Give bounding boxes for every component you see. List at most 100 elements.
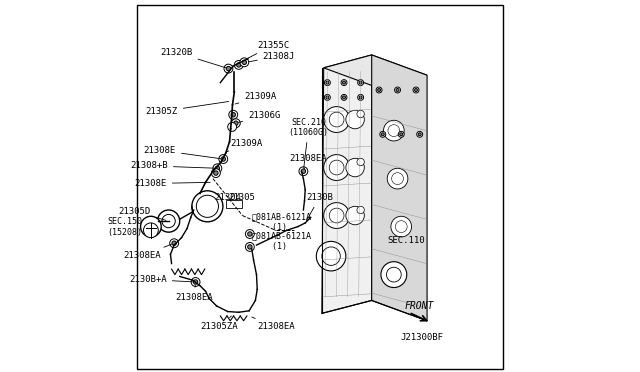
Text: 21306G: 21306G xyxy=(239,111,280,122)
Circle shape xyxy=(228,122,237,131)
Circle shape xyxy=(248,232,252,236)
Circle shape xyxy=(346,206,364,225)
Circle shape xyxy=(213,164,222,173)
Circle shape xyxy=(172,241,177,246)
Circle shape xyxy=(359,81,362,84)
Circle shape xyxy=(324,107,349,132)
Polygon shape xyxy=(322,55,372,313)
Circle shape xyxy=(378,89,381,92)
Circle shape xyxy=(242,60,246,64)
Circle shape xyxy=(329,208,344,223)
Circle shape xyxy=(232,119,240,128)
Circle shape xyxy=(299,167,308,176)
Circle shape xyxy=(359,96,362,99)
Circle shape xyxy=(326,96,329,99)
Text: 21305D: 21305D xyxy=(118,207,166,220)
Circle shape xyxy=(170,239,179,248)
Circle shape xyxy=(322,247,340,265)
Circle shape xyxy=(357,110,364,118)
Text: 21308EA: 21308EA xyxy=(290,154,327,169)
Text: SEC.150
(15208): SEC.150 (15208) xyxy=(107,217,148,237)
Text: ⒱081AB-6121A
    (1): ⒱081AB-6121A (1) xyxy=(252,231,312,251)
Circle shape xyxy=(157,210,180,232)
Circle shape xyxy=(324,155,349,180)
Text: 21308E: 21308E xyxy=(134,179,210,188)
Circle shape xyxy=(193,280,198,284)
Text: 21305ZA: 21305ZA xyxy=(201,316,238,331)
Circle shape xyxy=(326,81,329,84)
Circle shape xyxy=(248,245,252,249)
Circle shape xyxy=(398,131,404,137)
Circle shape xyxy=(341,80,347,86)
Circle shape xyxy=(143,223,158,238)
Text: 21355C: 21355C xyxy=(246,41,289,59)
Circle shape xyxy=(346,110,364,129)
Circle shape xyxy=(381,262,407,288)
Circle shape xyxy=(358,94,364,100)
Circle shape xyxy=(234,121,238,125)
Circle shape xyxy=(346,158,364,177)
Circle shape xyxy=(162,214,175,228)
Circle shape xyxy=(383,120,404,141)
Circle shape xyxy=(215,166,220,170)
Circle shape xyxy=(224,64,233,73)
Circle shape xyxy=(301,169,306,173)
Circle shape xyxy=(240,58,249,67)
Circle shape xyxy=(231,112,236,117)
Circle shape xyxy=(219,155,228,163)
Text: 21308+B: 21308+B xyxy=(131,161,214,170)
Circle shape xyxy=(211,169,220,177)
Circle shape xyxy=(395,87,401,93)
Text: 21305Z: 21305Z xyxy=(145,102,228,116)
Circle shape xyxy=(376,87,382,93)
Circle shape xyxy=(324,203,349,228)
Text: 21308E: 21308E xyxy=(144,146,221,159)
Circle shape xyxy=(391,216,412,237)
Circle shape xyxy=(214,171,218,175)
Circle shape xyxy=(415,89,417,92)
Circle shape xyxy=(341,94,347,100)
Text: ⒱081AB-6121A
    (1): ⒱081AB-6121A (1) xyxy=(252,212,312,232)
Circle shape xyxy=(357,206,364,214)
Circle shape xyxy=(387,168,408,189)
Text: 21320B: 21320B xyxy=(161,48,226,68)
Circle shape xyxy=(141,216,161,237)
Circle shape xyxy=(413,87,419,93)
Circle shape xyxy=(245,243,254,251)
Circle shape xyxy=(191,278,200,286)
Circle shape xyxy=(324,80,330,86)
Text: 21308EA: 21308EA xyxy=(175,285,213,302)
Circle shape xyxy=(237,62,241,67)
Text: SEC.110: SEC.110 xyxy=(387,236,425,245)
Text: 21304: 21304 xyxy=(215,193,242,202)
Text: 21305: 21305 xyxy=(228,193,255,202)
Text: 2130B+A: 2130B+A xyxy=(129,275,193,284)
Circle shape xyxy=(400,133,403,136)
Circle shape xyxy=(192,191,223,222)
Circle shape xyxy=(221,157,225,161)
Circle shape xyxy=(329,112,344,127)
Text: SEC.210
(11060G): SEC.210 (11060G) xyxy=(289,118,328,169)
Circle shape xyxy=(387,267,401,282)
Circle shape xyxy=(245,230,254,238)
Circle shape xyxy=(234,61,243,69)
Polygon shape xyxy=(324,55,427,88)
Bar xyxy=(226,200,243,208)
Circle shape xyxy=(381,133,384,136)
Text: FRONT: FRONT xyxy=(405,301,435,311)
Circle shape xyxy=(226,66,230,71)
Circle shape xyxy=(388,125,400,137)
Circle shape xyxy=(396,221,407,232)
Text: 21308EA: 21308EA xyxy=(124,244,172,260)
Circle shape xyxy=(342,81,346,84)
Text: 21309A: 21309A xyxy=(235,92,276,104)
Circle shape xyxy=(316,241,346,271)
Circle shape xyxy=(417,131,422,137)
Circle shape xyxy=(418,133,421,136)
Text: 21308EA: 21308EA xyxy=(252,317,295,331)
Circle shape xyxy=(358,80,364,86)
Circle shape xyxy=(396,89,399,92)
Text: 21309A: 21309A xyxy=(227,139,263,152)
Circle shape xyxy=(229,110,237,119)
Circle shape xyxy=(380,131,386,137)
